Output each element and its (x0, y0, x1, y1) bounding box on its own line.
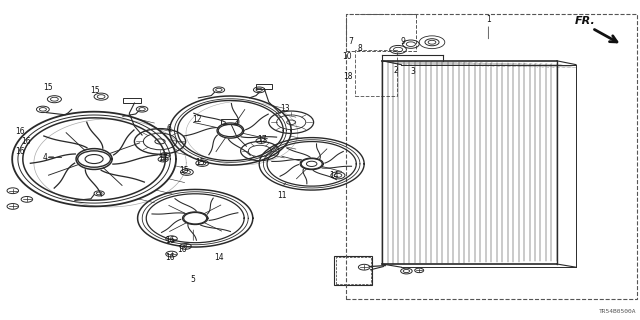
Bar (123, 98, 141, 103)
Text: 3: 3 (410, 67, 415, 76)
Bar (346, 14, 416, 51)
Text: 18: 18 (344, 72, 353, 81)
Bar (346, 14, 637, 299)
Text: FR.: FR. (575, 16, 596, 26)
Text: 15: 15 (195, 158, 205, 167)
Text: 17: 17 (257, 135, 268, 144)
Text: 7: 7 (348, 37, 353, 46)
Text: 8: 8 (358, 44, 363, 53)
Text: 2: 2 (393, 66, 398, 75)
Text: 10: 10 (342, 52, 352, 61)
Text: 16: 16 (15, 148, 26, 156)
Text: 15: 15 (90, 86, 100, 95)
Text: 11: 11 (277, 191, 286, 200)
Text: 16: 16 (164, 253, 175, 262)
Bar (221, 119, 237, 124)
Text: 4: 4 (42, 153, 47, 162)
Text: 6: 6 (166, 124, 172, 133)
Text: 1: 1 (486, 15, 491, 24)
Text: 13: 13 (280, 104, 290, 113)
Bar (355, 50, 397, 96)
Bar (336, 257, 371, 284)
Bar (334, 256, 372, 285)
Text: TR54B0500A: TR54B0500A (599, 309, 637, 314)
Bar (257, 84, 272, 89)
Text: 9: 9 (401, 37, 406, 46)
Text: 17: 17 (157, 154, 168, 163)
Text: 5: 5 (191, 276, 196, 284)
Text: 14: 14 (329, 171, 339, 180)
Text: 16: 16 (20, 137, 31, 146)
Text: 16: 16 (177, 245, 188, 254)
Text: 15: 15 (43, 83, 53, 92)
Text: 14: 14 (214, 253, 224, 262)
Text: 15: 15 (179, 166, 189, 175)
Text: 16: 16 (15, 127, 26, 136)
Text: 16: 16 (164, 236, 175, 245)
Text: 12: 12 (193, 115, 202, 124)
